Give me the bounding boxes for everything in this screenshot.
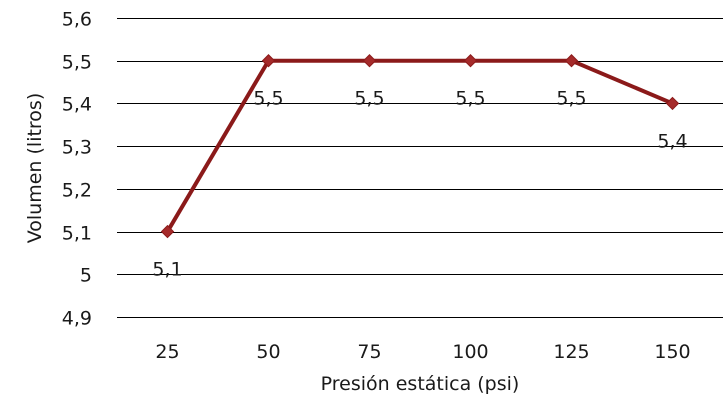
y-tick-label: 4,9	[62, 308, 92, 330]
data-label: 5,5	[556, 88, 586, 110]
gridlines	[117, 18, 723, 318]
x-tick-label: 125	[553, 341, 589, 363]
data-point-marker	[160, 224, 175, 239]
x-axis-title: Presión estática (psi)	[321, 373, 520, 395]
data-label: 5,5	[354, 88, 384, 110]
y-tick-label: 5,4	[62, 94, 92, 116]
x-tick-label: 150	[654, 341, 690, 363]
data-labels: 5,1 5,5 5,5 5,5 5,5 5,4	[152, 88, 687, 281]
y-tick-label: 5	[80, 265, 92, 287]
y-tick-label: 5,3	[62, 137, 92, 159]
data-label: 5,1	[152, 259, 182, 281]
x-tick-label: 25	[155, 341, 179, 363]
data-point-marker	[362, 54, 377, 68]
y-tick-label: 5,5	[62, 52, 92, 74]
data-point-marker	[463, 54, 478, 68]
data-point-marker	[261, 54, 276, 68]
series-line	[165, 58, 675, 234]
x-axis-ticks: 25 50 75 100 125 150	[155, 341, 690, 363]
data-label: 5,5	[253, 88, 283, 110]
data-label: 5,5	[455, 88, 485, 110]
series-volumen	[160, 54, 680, 239]
data-label: 5,4	[657, 130, 687, 152]
y-tick-label: 5,6	[62, 9, 92, 31]
y-axis-ticks: 4,9 5 5,1 5,2 5,3 5,4 5,5 5,6	[62, 9, 92, 330]
y-tick-label: 5,2	[62, 180, 92, 202]
y-tick-label: 5,1	[62, 223, 92, 245]
x-tick-label: 100	[452, 341, 488, 363]
y-axis-title: Volumen (litros)	[24, 93, 46, 244]
x-tick-label: 75	[357, 341, 381, 363]
data-point-marker	[564, 54, 579, 68]
x-tick-label: 50	[256, 341, 280, 363]
data-point-marker	[665, 96, 680, 111]
